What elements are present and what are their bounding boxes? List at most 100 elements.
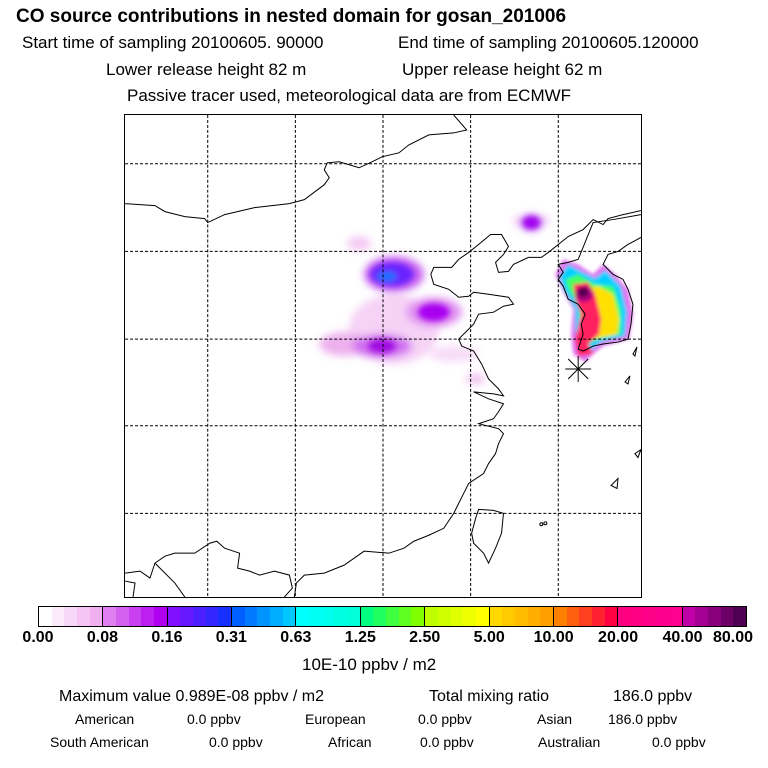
region-name: South American	[50, 734, 149, 750]
colorbar-bin	[270, 607, 283, 626]
tracer-note: Passive tracer used, meteorological data…	[127, 86, 572, 105]
region-name: Australian	[538, 734, 601, 750]
maximum-value: Maximum value 0.989E-08 ppbv / m2	[59, 688, 325, 705]
colorbar-bin	[309, 607, 322, 626]
region-value: 0.0 ppbv	[418, 711, 472, 727]
colorbar-bin	[425, 607, 438, 626]
colorbar-tick-label: 0.31	[215, 629, 247, 646]
colorbar-tick-label: 0.16	[151, 629, 183, 646]
colorbar-bin	[398, 607, 412, 626]
colorbar-bin	[411, 607, 425, 626]
coastlines	[124, 114, 642, 598]
colorbar-tick-label: 0.08	[86, 629, 119, 646]
colorbar-tick-label: 5.00	[473, 629, 505, 646]
colorbar-bin	[141, 607, 155, 626]
colorbar-unit: 10E-10 ppbv / m2	[302, 655, 437, 674]
region-value: 0.0 ppbv	[652, 734, 706, 750]
colorbar-segment	[618, 607, 683, 626]
plume-korea	[555, 259, 633, 362]
colorbar-segment	[296, 607, 361, 626]
colorbar-bin	[527, 607, 541, 626]
colorbar-bin	[193, 607, 206, 626]
colorbar-bin	[450, 607, 464, 626]
colorbar-bin	[180, 607, 194, 626]
region-value: 0.0 ppbv	[209, 734, 263, 750]
map-canvas	[124, 114, 642, 598]
receptor-star-icon	[565, 356, 592, 382]
grid-lines	[125, 115, 641, 597]
total-mixing-ratio-label: Total mixing ratio	[429, 688, 550, 705]
colorbar-bin	[103, 607, 117, 626]
colorbar-bin	[695, 607, 708, 626]
colorbar-bin	[89, 607, 103, 626]
colorbar-tick-label: 0.00	[22, 629, 54, 646]
colorbar-bin	[591, 607, 605, 626]
colorbar-segment	[425, 607, 490, 626]
colorbar-bin	[321, 607, 335, 626]
lower-release-height: Lower release height 82 m	[106, 60, 307, 79]
end-time: End time of sampling 20100605.120000	[398, 33, 699, 52]
colorbar-bin	[128, 607, 142, 626]
colorbar-bin	[579, 607, 592, 626]
colorbar-bin	[643, 607, 657, 626]
colorbar-bin	[64, 607, 78, 626]
colorbar-segment	[232, 607, 297, 626]
colorbar-bin	[682, 607, 696, 626]
colorbar-bin	[707, 607, 721, 626]
colorbar-bin	[386, 607, 399, 626]
region-name: European	[305, 711, 366, 727]
colorbar-segment	[167, 607, 233, 626]
colorbar-bin	[77, 607, 90, 626]
plot-title: CO source contributions in nested domain…	[16, 6, 567, 27]
colorbar-bin	[475, 607, 489, 626]
region-value: 186.0 ppbv	[608, 711, 678, 727]
colorbar-segment	[360, 607, 426, 626]
colorbar-tick-label: 10.00	[533, 629, 574, 646]
colorbar-bin	[232, 607, 245, 626]
colorbar-bin	[39, 607, 52, 626]
colorbar-bin	[205, 607, 219, 626]
colorbar-tick-label: 0.63	[280, 629, 312, 646]
colorbar-bin	[282, 607, 296, 626]
colorbar-segment	[103, 607, 168, 626]
map-panel	[124, 114, 642, 598]
colorbar-bin	[116, 607, 129, 626]
colorbar-bin	[514, 607, 528, 626]
region-value: 0.0 ppbv	[420, 734, 474, 750]
colorbar-segment	[489, 607, 554, 626]
start-time: Start time of sampling 20100605. 90000	[22, 33, 324, 52]
colorbar-bin	[733, 607, 746, 626]
colorbar-bin	[347, 607, 360, 626]
total-mixing-ratio-value: 186.0 ppbv	[613, 688, 693, 705]
colorbar-bin	[553, 607, 567, 626]
colorbar-bin	[51, 607, 65, 626]
colorbar-bin	[373, 607, 387, 626]
colorbar-bin	[244, 607, 258, 626]
upper-release-height: Upper release height 62 m	[402, 60, 603, 79]
colorbar-bin	[489, 607, 503, 626]
colorbar-bin	[540, 607, 553, 626]
colorbar-bin	[630, 607, 644, 626]
colorbar-bin	[257, 607, 271, 626]
region-name: Asian	[537, 711, 573, 727]
colorbar-segment	[553, 607, 619, 626]
colorbar-segment	[39, 607, 104, 626]
colorbar-bin	[296, 607, 310, 626]
colorbar-bin	[154, 607, 167, 626]
colorbar-bin	[604, 607, 618, 626]
colorbar-bin	[720, 607, 734, 626]
colorbar-bin	[668, 607, 682, 626]
colorbar-segment	[682, 607, 746, 626]
colorbar-bin	[463, 607, 476, 626]
region-name: African	[328, 734, 372, 750]
plume-inland	[319, 214, 552, 384]
colorbar-bin	[618, 607, 631, 626]
colorbar-bin	[334, 607, 348, 626]
colorbar-bin	[360, 607, 374, 626]
colorbar-bin	[656, 607, 669, 626]
colorbar	[38, 606, 747, 627]
region-name: American	[75, 711, 135, 727]
colorbar-tick-label: 80.00	[712, 629, 754, 646]
colorbar-bin	[502, 607, 515, 626]
colorbar-bin	[566, 607, 580, 626]
